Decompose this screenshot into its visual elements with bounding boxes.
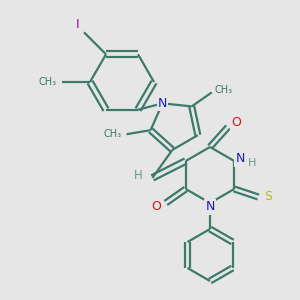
Text: CH₃: CH₃ (39, 77, 57, 87)
Text: I: I (76, 18, 80, 31)
Text: N: N (236, 152, 245, 166)
Text: CH₃: CH₃ (103, 129, 122, 139)
Text: S: S (264, 190, 272, 203)
Text: N: N (158, 97, 167, 110)
Text: O: O (231, 116, 241, 130)
Text: H: H (134, 169, 143, 182)
Text: O: O (151, 200, 161, 214)
Text: H: H (248, 158, 256, 168)
Text: N: N (205, 200, 215, 214)
Text: CH₃: CH₃ (215, 85, 233, 95)
